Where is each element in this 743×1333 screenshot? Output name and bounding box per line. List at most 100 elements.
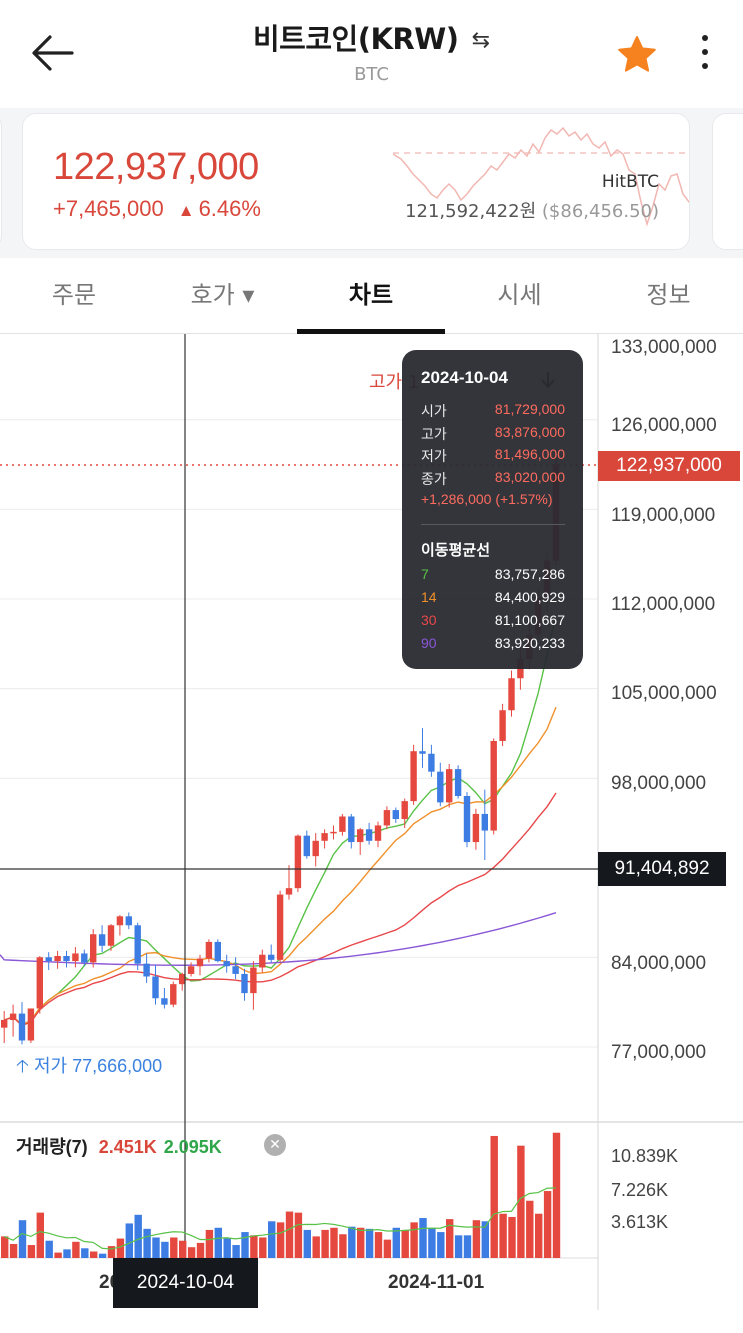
prev-ticker-card[interactable] (0, 113, 2, 250)
volume-bar (125, 1223, 133, 1258)
candle-body (374, 825, 382, 841)
ma-value: 84,400,929 (494, 589, 565, 605)
candle-body (9, 1013, 17, 1020)
ma-period: 90 (421, 635, 437, 651)
ma-period: 7 (421, 566, 429, 582)
chart-area[interactable] (0, 334, 743, 1333)
back-button[interactable] (28, 30, 78, 76)
volume-bar (383, 1239, 392, 1258)
candle-body (348, 816, 355, 843)
tab-info[interactable]: 정보 (646, 281, 691, 309)
volume-legend: 거래량(7) 2.451K 2.095K (16, 1133, 222, 1159)
tooltip-value: 83,020,000 (494, 469, 565, 485)
candle-body (45, 957, 52, 962)
volume-bar (472, 1220, 481, 1258)
crosshair-date-tag: 2024-10-04 (113, 1258, 258, 1308)
volume-ma-line (3, 1187, 557, 1250)
candle-body (81, 953, 88, 963)
more-button[interactable] (690, 30, 720, 76)
exchange-ref-price: 121,592,422원 ($86,456.50) (405, 197, 659, 223)
candle-body (232, 966, 239, 974)
candle-body (490, 740, 497, 831)
up-triangle-icon: ▲ (177, 201, 195, 220)
volume-bar (90, 1251, 98, 1258)
ma-period: 14 (421, 589, 437, 605)
volume-bar (134, 1214, 142, 1258)
volume-bar (303, 1229, 311, 1258)
candle-body (428, 753, 435, 772)
arrow-left-icon (32, 35, 74, 71)
volume-bar (428, 1227, 436, 1258)
candle-body (54, 956, 61, 962)
price-axis-label: 126,000,000 (611, 415, 717, 436)
volume-axis-label: 7.226K (611, 1180, 669, 1200)
change-amount: +7,465,000 (53, 196, 164, 221)
candle-tooltip: 2024-10-04 시가 81,729,000 고가 83,876,000 저… (402, 350, 583, 669)
tooltip-ma-title: 이동평균선 (421, 542, 491, 559)
volume-bar (223, 1238, 231, 1258)
candle-body (18, 1013, 26, 1041)
candle-body (259, 954, 266, 968)
swap-arrows-icon[interactable]: ⇆ (471, 28, 491, 53)
candlestick-chart[interactable] (0, 334, 743, 1333)
candle-body (170, 984, 177, 1005)
volume-bar (446, 1219, 454, 1258)
candle-body (134, 925, 141, 964)
tab-chart[interactable]: 차트 (348, 281, 394, 309)
volume-bar (285, 1211, 294, 1258)
tooltip-change: +1,286,000 (+1.57%) (421, 491, 553, 507)
ref-price-krw: 121,592,422원 (405, 201, 537, 222)
candle-body (392, 810, 399, 820)
candle-body (196, 958, 204, 967)
candle-body (205, 941, 213, 959)
change-percent: 6.46% (198, 196, 261, 221)
volume-bar (250, 1235, 258, 1258)
volume-bar (63, 1249, 71, 1258)
volume-value-b: 2.095K (163, 1137, 222, 1157)
tooltip-label: 시가 (421, 403, 447, 419)
volume-bar (508, 1216, 516, 1258)
volume-bar (259, 1237, 267, 1258)
candle-body (187, 966, 195, 974)
volume-value-a: 2.451K (98, 1137, 157, 1157)
tab-orderbook[interactable]: 호가 ▾ (190, 281, 255, 309)
page-title[interactable]: 비트코인(KRW) (252, 22, 459, 56)
ma-line-90 (0, 912, 557, 966)
candle-body (419, 751, 426, 754)
candle-body (152, 976, 159, 999)
candle-body (454, 769, 462, 796)
volume-bar (98, 1253, 107, 1258)
volume-bar (81, 1248, 89, 1258)
tab-order[interactable]: 주문 (51, 281, 97, 309)
candle-body (27, 1008, 35, 1041)
tooltip-label: 종가 (421, 471, 447, 487)
volume-bar (161, 1241, 169, 1258)
price-axis-label: 119,000,000 (611, 505, 716, 526)
ma-period: 30 (421, 612, 437, 628)
volume-bar (54, 1252, 62, 1258)
tooltip-value: 81,496,000 (494, 446, 565, 462)
next-ticker-card[interactable] (712, 113, 743, 250)
tab-market-price[interactable]: 시세 (497, 281, 542, 309)
candle-body (214, 941, 221, 962)
tab-bar: 주문 호가 ▾ 차트 시세 정보 (0, 258, 743, 334)
tooltip-label: 고가 (421, 426, 447, 442)
tooltip-divider (421, 524, 565, 525)
tooltip-label: 저가 (421, 448, 447, 464)
ticker-card[interactable]: 122,937,000 +7,465,000 ▲ 6.46% HitBTC 121,… (22, 113, 690, 250)
ma-value: 83,920,233 (494, 635, 565, 651)
tooltip-date: 2024-10-04 (421, 368, 508, 387)
candle-body (437, 771, 444, 803)
favorite-button[interactable] (612, 32, 662, 76)
volume-bar (268, 1221, 276, 1258)
candle-body (72, 953, 79, 962)
candle-body (36, 957, 43, 1009)
current-price-tag: 122,937,000 (598, 451, 740, 481)
candle-body (357, 829, 364, 843)
ma-value: 81,100,667 (494, 612, 565, 628)
candle-body (63, 956, 70, 962)
price-axis-label: 77,000,000 (611, 1042, 707, 1063)
price-axis-label: 105,000,000 (611, 683, 717, 704)
candle-body (285, 888, 293, 895)
close-volume-icon[interactable]: ✕ (264, 1134, 286, 1156)
